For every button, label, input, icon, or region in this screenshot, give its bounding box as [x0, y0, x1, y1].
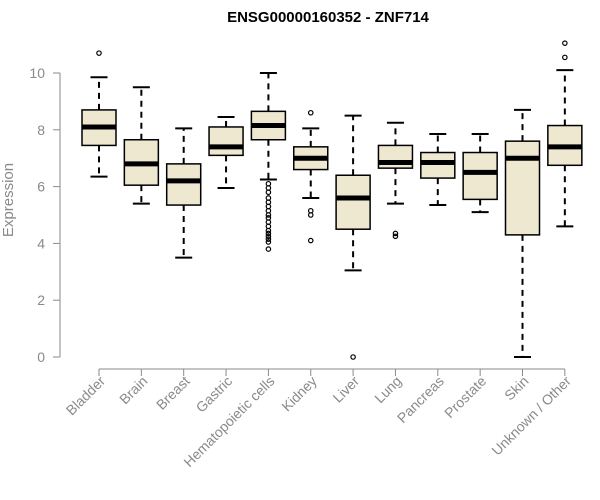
box-12 — [547, 40, 583, 228]
outlier-point — [307, 237, 314, 244]
outlier-point — [96, 50, 102, 56]
outlier-point — [392, 233, 399, 240]
box-4 — [208, 116, 244, 190]
outlier-point — [265, 236, 272, 242]
box-3 — [165, 127, 202, 259]
outlier-point — [350, 354, 356, 360]
outlier-point — [265, 227, 272, 234]
x-tick-label: Bladder — [63, 373, 109, 419]
box-2 — [123, 86, 160, 205]
outlier-point — [307, 109, 314, 116]
chart-title: ENSG00000160352 - ZNF714 — [227, 9, 429, 26]
x-tick-label: Lung — [371, 373, 404, 406]
y-tick-label: 2 — [37, 292, 45, 308]
x-tick-label: Liver — [329, 373, 362, 406]
box-5 — [250, 72, 287, 252]
box-iqr — [165, 163, 202, 206]
x-tick-label: Skin — [501, 373, 532, 404]
outlier-point — [265, 246, 272, 252]
box-8 — [377, 121, 414, 240]
outlier-point — [265, 233, 272, 240]
y-tick-label: 4 — [37, 235, 45, 251]
box-iqr — [420, 151, 456, 179]
box-iqr — [208, 126, 244, 157]
boxes — [81, 40, 583, 360]
outlier-point — [307, 212, 314, 218]
box-6 — [293, 109, 329, 244]
outlier-point — [265, 239, 272, 245]
outlier-point — [265, 230, 272, 237]
x-tick-label: Brain — [116, 373, 150, 407]
x-tick-label: Prostate — [441, 373, 489, 421]
box-7 — [335, 114, 371, 360]
outlier-point — [392, 230, 399, 237]
box-iqr — [504, 140, 541, 236]
box-iqr — [335, 174, 371, 230]
y-tick-label: 8 — [37, 122, 45, 138]
y-tick-label: 10 — [29, 65, 45, 81]
outlier-point — [562, 40, 568, 46]
box-1 — [81, 50, 117, 178]
box-9 — [420, 133, 456, 207]
y-tick-label: 0 — [37, 349, 45, 365]
box-10 — [462, 133, 498, 214]
y-tick-label: 6 — [37, 179, 45, 195]
box-11 — [504, 108, 541, 358]
outlier-point — [265, 212, 272, 218]
box-iqr — [462, 151, 498, 201]
outlier-point — [562, 54, 568, 61]
x-tick-label: Kidney — [278, 373, 320, 415]
x-tick-label: Unknown / Other — [488, 373, 574, 459]
y-axis: 0 2 4 6 8 10 — [29, 65, 61, 365]
x-tick-label: Breast — [153, 373, 193, 413]
x-tick-label: Pancreas — [394, 373, 447, 426]
y-axis-label: Expression — [0, 163, 17, 237]
outlier-point — [265, 189, 272, 196]
